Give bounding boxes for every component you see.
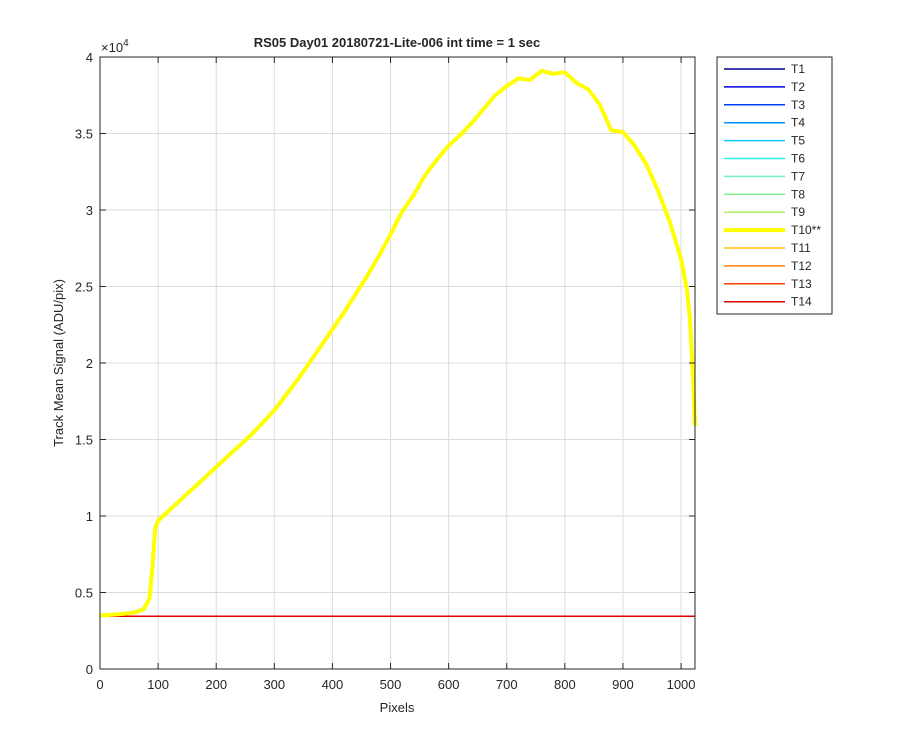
legend-label: T8	[791, 187, 805, 201]
x-tick-label: 800	[554, 677, 576, 692]
legend-label: T14	[791, 295, 812, 309]
y-tick-label: 1	[86, 509, 93, 524]
x-tick-label: 600	[438, 677, 460, 692]
legend-label: T1	[791, 62, 805, 76]
legend-label: T4	[791, 116, 805, 130]
y-tick-label: 0	[86, 662, 93, 677]
x-tick-label: 300	[263, 677, 285, 692]
y-exponent: ×104	[101, 38, 129, 55]
legend-label: T6	[791, 152, 805, 166]
chart-title: RS05 Day01 20180721-Lite-006 int time = …	[254, 35, 541, 50]
ticks: 0 100 200 300 400 500 600 700 800 900 1000 0 0.5 1 1.5…	[75, 50, 696, 692]
y-tick-label: 2	[86, 356, 93, 371]
y-tick-label: 3.5	[75, 127, 93, 142]
legend-label: T2	[791, 80, 805, 94]
legend-label: T5	[791, 134, 805, 148]
legend-label: T9	[791, 205, 805, 219]
x-tick-label: 900	[612, 677, 634, 692]
y-tick-label: 0.5	[75, 586, 93, 601]
y-tick-label: 3	[86, 203, 93, 218]
legend-box	[716, 56, 833, 315]
x-axis-label: Pixels	[380, 700, 415, 715]
y-tick-label: 2.5	[75, 280, 93, 295]
legend-label: T13	[791, 277, 812, 291]
x-tick-label: 0	[96, 677, 103, 692]
x-tick-label: 700	[496, 677, 518, 692]
y-tick-label: 1.5	[75, 433, 93, 448]
series-layer	[99, 68, 697, 618]
legend-label: T12	[791, 259, 812, 273]
legend-label: T11	[791, 241, 811, 255]
y-axis-label: Track Mean Signal (ADU/pix)	[51, 279, 66, 447]
y-exponent-base: ×10	[101, 40, 123, 55]
legend-items: T1 T2 T3 T4 T5 T6 T7 T8 T9 T10** T11 T12 T13 T14	[724, 62, 821, 309]
x-tick-label: 100	[147, 677, 169, 692]
x-tick-label: 400	[322, 677, 344, 692]
legend-label: T7	[791, 169, 805, 183]
legend-label: T3	[791, 98, 805, 112]
x-tick-label: 500	[380, 677, 402, 692]
legend: T1 T2 T3 T4 T5 T6 T7 T8 T9 T10** T11 T12 T13 T14	[716, 56, 833, 315]
x-tick-label: 200	[205, 677, 227, 692]
series-line-t10	[99, 68, 697, 618]
y-tick-label: 4	[86, 50, 93, 65]
legend-label: T10**	[791, 223, 821, 237]
x-tick-label: 1000	[667, 677, 696, 692]
y-exponent-power: 4	[123, 38, 129, 49]
